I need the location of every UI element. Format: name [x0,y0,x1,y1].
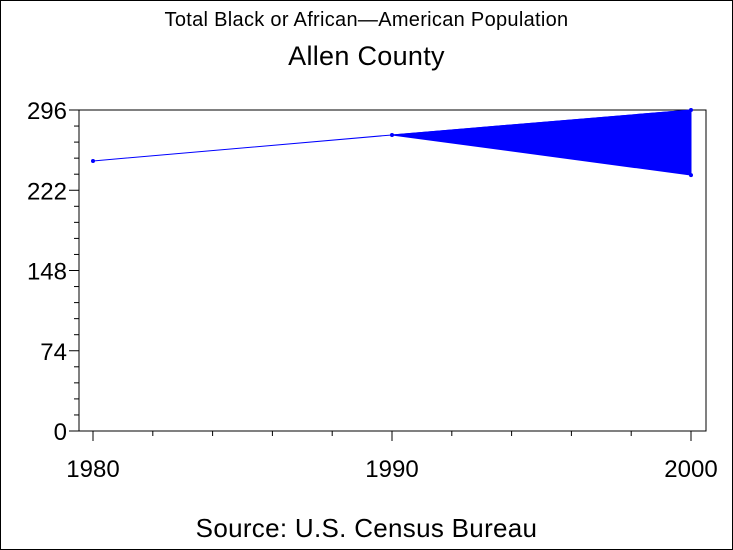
x-tick-label-1980: 1980 [66,456,119,483]
chart-subtitle: Allen County [288,41,445,71]
y-tick-label-74: 74 [40,339,67,366]
data-point-1990 [390,132,394,137]
data-point-2000 [689,108,693,112]
range-band-area [391,109,692,176]
y-tick-label-148: 148 [27,259,67,286]
chart-source-note: Source: U.S. Census Bureau [195,513,538,543]
band-low-point-2000 [689,173,693,178]
y-tick-label-222: 222 [27,178,67,205]
x-tick-label-1990: 1990 [365,456,418,483]
y-tick-label-0: 0 [54,419,67,446]
data-point-1980 [91,158,95,163]
x-tick-label-2000: 2000 [664,456,717,483]
y-tick-label-296: 296 [27,98,67,125]
chart-title: Total Black or African—American Populati… [164,9,569,31]
